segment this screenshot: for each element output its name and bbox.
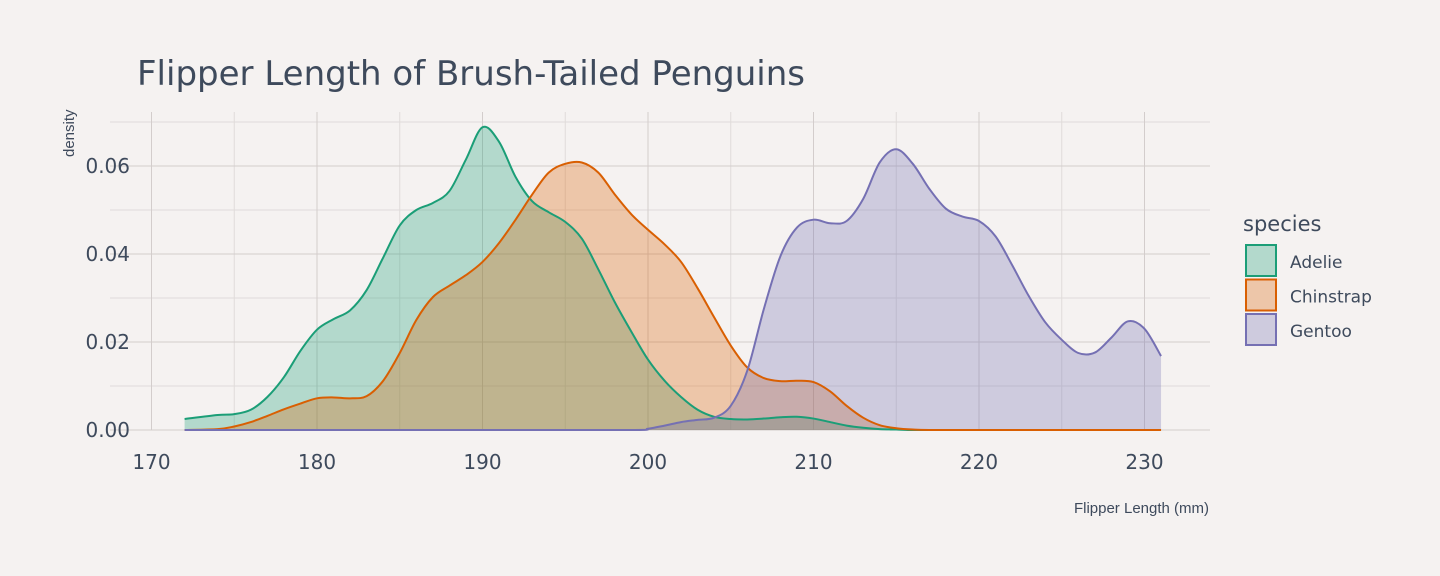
legend-title: species xyxy=(1243,212,1321,236)
legend: species Adelie Chinstrap Gentoo xyxy=(1243,212,1372,346)
legend-label-adelie: Adelie xyxy=(1290,253,1343,273)
x-axis-ticks: 170 180 190 200 210 220 230 xyxy=(132,450,1163,474)
density-lines xyxy=(184,125,1162,432)
density-areas xyxy=(184,126,1162,430)
area-adelie xyxy=(184,126,930,430)
x-tick-label: 220 xyxy=(960,450,998,474)
x-tick-label: 230 xyxy=(1125,450,1163,474)
y-tick-label: 0.00 xyxy=(85,418,130,442)
grid xyxy=(110,112,1210,431)
area-gentoo xyxy=(184,149,1162,430)
line-adelie xyxy=(184,125,930,431)
legend-swatch-gentoo xyxy=(1245,313,1277,346)
y-tick-label: 0.02 xyxy=(85,330,130,354)
line-chinstrap xyxy=(184,160,1162,432)
x-tick-label: 210 xyxy=(794,450,832,474)
legend-swatch-chinstrap xyxy=(1245,278,1277,312)
x-tick-label: 200 xyxy=(629,450,667,474)
x-tick-label: 170 xyxy=(132,450,170,474)
legend-label-chinstrap: Chinstrap xyxy=(1290,288,1372,308)
x-tick-label: 190 xyxy=(463,450,501,474)
x-axis-label: Flipper Length (mm) xyxy=(1074,500,1209,517)
y-axis-label: density xyxy=(61,109,78,157)
y-tick-label: 0.06 xyxy=(85,154,130,178)
line-gentoo xyxy=(184,148,1162,432)
y-tick-label: 0.04 xyxy=(85,242,130,266)
y-axis-ticks: 0.00 0.02 0.04 0.06 xyxy=(85,154,130,442)
x-tick-label: 180 xyxy=(298,450,336,474)
legend-label-gentoo: Gentoo xyxy=(1290,322,1352,342)
chart-title: Flipper Length of Brush-Tailed Penguins xyxy=(137,54,805,94)
area-chinstrap xyxy=(184,161,1162,430)
legend-swatch-adelie xyxy=(1245,244,1277,277)
